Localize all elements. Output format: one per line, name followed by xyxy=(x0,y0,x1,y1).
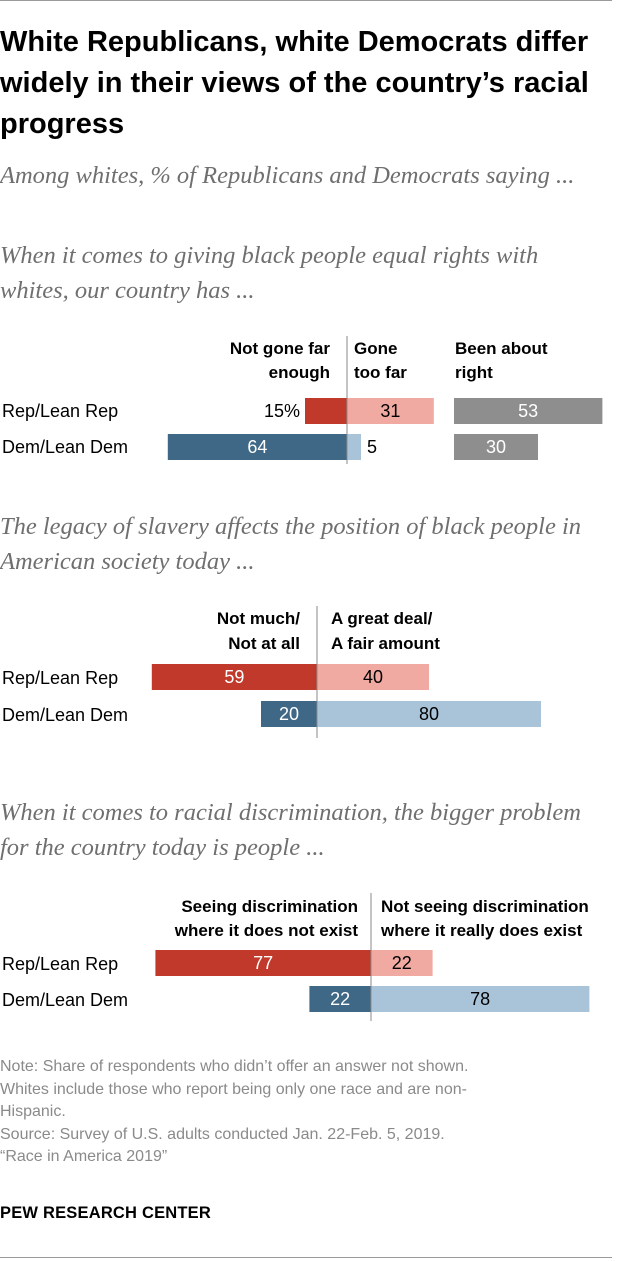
question-3: When it comes to racial discrimination, … xyxy=(0,799,581,861)
value-been-about-right: 53 xyxy=(518,401,538,421)
header-great-deal-1: A great deal/ xyxy=(331,609,433,628)
chart-racial-discrimination: Seeing discrimination where it does not … xyxy=(2,893,590,1021)
bars-group: 15% 31 53 64 5 30 xyxy=(167,398,603,460)
notes: Note: Share of respondents who didn’t of… xyxy=(0,1056,612,1169)
report-name: “Race in America 2019” xyxy=(0,1148,168,1165)
source-line: Source: Survey of U.S. adults conducted … xyxy=(0,1125,445,1143)
bar-great-deal-rep xyxy=(317,664,429,690)
note-line: Whites include those who report being on… xyxy=(0,1080,467,1098)
header-not-gone-far-enough-1: Not gone far xyxy=(230,339,330,358)
bars-group: 77 22 22 78 xyxy=(155,950,590,1012)
header-gone-too-far-2: too far xyxy=(354,363,407,382)
value-not-gone-far-enough: 64 xyxy=(247,437,267,457)
bar-not-seeing-discrimination-dem xyxy=(371,986,590,1012)
bars-group: 59 40 20 80 xyxy=(151,664,541,727)
value-seeing-discrimination: 77 xyxy=(253,953,273,973)
bar-not-seeing-discrimination-rep xyxy=(371,950,433,976)
header-been-about-right-2: right xyxy=(455,363,493,382)
value-great-deal: 40 xyxy=(363,667,383,687)
bar-not-much-rep xyxy=(151,664,317,690)
row-label-dem: Dem/Lean Dem xyxy=(2,705,128,725)
bottom-rule xyxy=(0,1257,612,1258)
value-not-much: 59 xyxy=(224,667,244,687)
note-line: Note: Share of respondents who didn’t of… xyxy=(0,1058,469,1075)
chart-title: White Republicans, white Democrats diffe… xyxy=(0,26,589,140)
bar-great-deal-dem xyxy=(317,701,541,727)
bar-not-gone-far-enough-rep xyxy=(305,398,347,424)
bar-gone-too-far-rep xyxy=(347,398,434,424)
value-not-much: 20 xyxy=(279,704,299,724)
source-organization: PEW RESEARCH CENTER xyxy=(0,1204,211,1222)
header-gone-too-far-1: Gone xyxy=(354,339,397,358)
value-not-gone-far-enough: 15% xyxy=(264,401,300,421)
question-2: The legacy of slavery affects the positi… xyxy=(0,513,582,575)
chart-equal-rights: Not gone far enough Gone too far Been ab… xyxy=(2,336,603,464)
value-not-seeing-discrimination: 78 xyxy=(470,989,490,1009)
value-not-seeing-discrimination: 22 xyxy=(392,953,412,973)
value-been-about-right: 30 xyxy=(486,437,506,457)
bar-not-gone-far-enough-dem xyxy=(167,434,347,460)
header-not-much-2: Not at all xyxy=(228,634,300,653)
header-great-deal-2: A fair amount xyxy=(331,634,440,653)
bar-been-about-right-rep xyxy=(454,398,603,424)
bar-seeing-discrimination-rep xyxy=(155,950,371,976)
bar-not-much-dem xyxy=(261,701,317,727)
row-label-dem: Dem/Lean Dem xyxy=(2,437,128,457)
row-label-rep: Rep/Lean Rep xyxy=(2,401,118,421)
header-not-seeing-discrimination-2: where it really does exist xyxy=(380,921,583,940)
header-not-gone-far-enough-2: enough xyxy=(269,363,330,382)
header-not-seeing-discrimination-1: Not seeing discrimination xyxy=(381,897,589,916)
header-seeing-discrimination-2: where it does not exist xyxy=(174,921,359,940)
bar-gone-too-far-dem xyxy=(347,434,361,460)
bar-seeing-discrimination-dem xyxy=(309,986,371,1012)
bar-been-about-right-dem xyxy=(454,434,538,460)
row-label-dem: Dem/Lean Dem xyxy=(2,990,128,1010)
header-been-about-right-1: Been about xyxy=(455,339,548,358)
header-seeing-discrimination-1: Seeing discrimination xyxy=(181,897,358,916)
row-label-rep: Rep/Lean Rep xyxy=(2,668,118,688)
question-1: When it comes to giving black people equ… xyxy=(0,242,539,304)
chart-legacy-of-slavery: Not much/ Not at all A great deal/ A fai… xyxy=(2,606,541,738)
row-label-rep: Rep/Lean Rep xyxy=(2,954,118,974)
value-gone-too-far: 31 xyxy=(380,401,400,421)
chart-subtitle: Among whites, % of Republicans and Democ… xyxy=(0,162,575,189)
note-line: Hispanic. xyxy=(0,1103,66,1120)
top-rule xyxy=(0,0,612,1)
value-great-deal: 80 xyxy=(419,704,439,724)
value-gone-too-far: 5 xyxy=(367,437,377,457)
value-seeing-discrimination: 22 xyxy=(330,989,350,1009)
header-not-much-1: Not much/ xyxy=(217,609,300,628)
